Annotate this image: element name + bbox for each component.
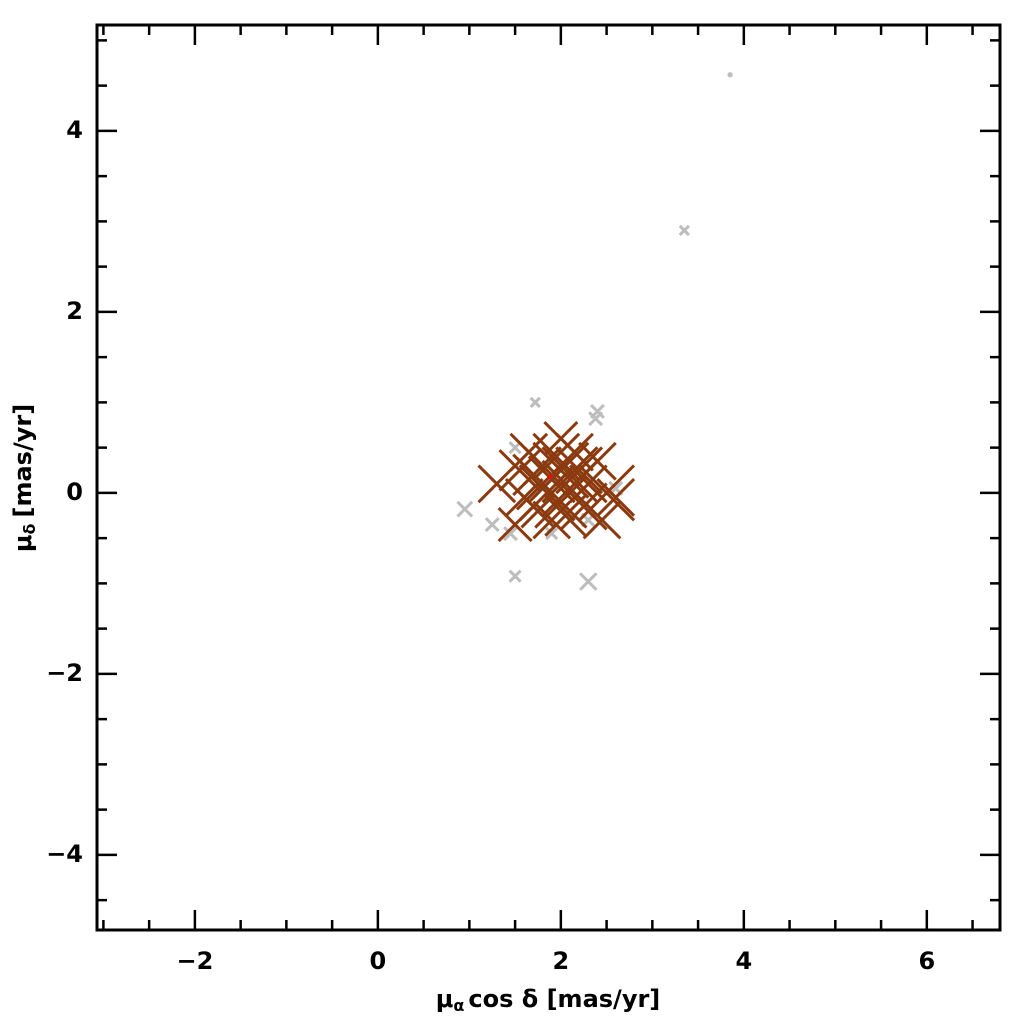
- cross-marker: [508, 569, 522, 583]
- cross-marker: [678, 224, 690, 237]
- cross-marker: [456, 500, 474, 518]
- cross-marker: [578, 441, 617, 481]
- cross-marker: [568, 464, 608, 504]
- cross-marker: [477, 464, 517, 504]
- x-tick-label: −2: [176, 947, 213, 975]
- cross-marker: [515, 457, 570, 511]
- x-tick-label: 6: [918, 947, 935, 975]
- x-label-text: cos δ [mas/yr]: [468, 985, 660, 1013]
- cross-marker: [596, 478, 636, 517]
- y-tick-label: −2: [46, 659, 83, 687]
- y-label-sub: δ: [20, 524, 39, 535]
- y-tick-label: −4: [46, 840, 83, 868]
- y-label-text: [mas/yr]: [9, 404, 37, 518]
- y-tick-label: 0: [66, 478, 83, 506]
- x-tick-label: 0: [370, 947, 387, 975]
- y-label-symbol: μ: [9, 535, 37, 553]
- y-axis-label: μδ [mas/yr]: [9, 404, 39, 552]
- point: [547, 474, 552, 479]
- cross-marker: [503, 526, 518, 542]
- y-tick-label: 4: [66, 116, 83, 144]
- x-axis-label: μα cos δ [mas/yr]: [436, 985, 661, 1015]
- x-label-symbol: μ: [436, 985, 454, 1013]
- cross-marker: [509, 432, 549, 472]
- plot-frame: [95, 23, 1002, 932]
- cross-marker: [529, 396, 541, 409]
- cross-marker: [582, 500, 622, 540]
- y-tick-label: 2: [66, 297, 83, 325]
- x-label-sub: α: [453, 996, 464, 1015]
- cross-marker: [484, 517, 500, 533]
- cross-marker: [532, 441, 590, 499]
- cross-marker: [727, 71, 733, 78]
- x-tick-label: 4: [735, 947, 752, 975]
- cross-marker: [497, 507, 533, 543]
- cross-marker: [588, 411, 604, 427]
- cross-marker: [498, 449, 541, 492]
- cross-marker: [532, 500, 572, 540]
- cross-marker: [579, 572, 598, 591]
- cross-marker: [545, 527, 559, 541]
- x-tick-label: 2: [552, 947, 569, 975]
- cross-marker: [559, 482, 608, 531]
- cross-marker: [543, 421, 579, 457]
